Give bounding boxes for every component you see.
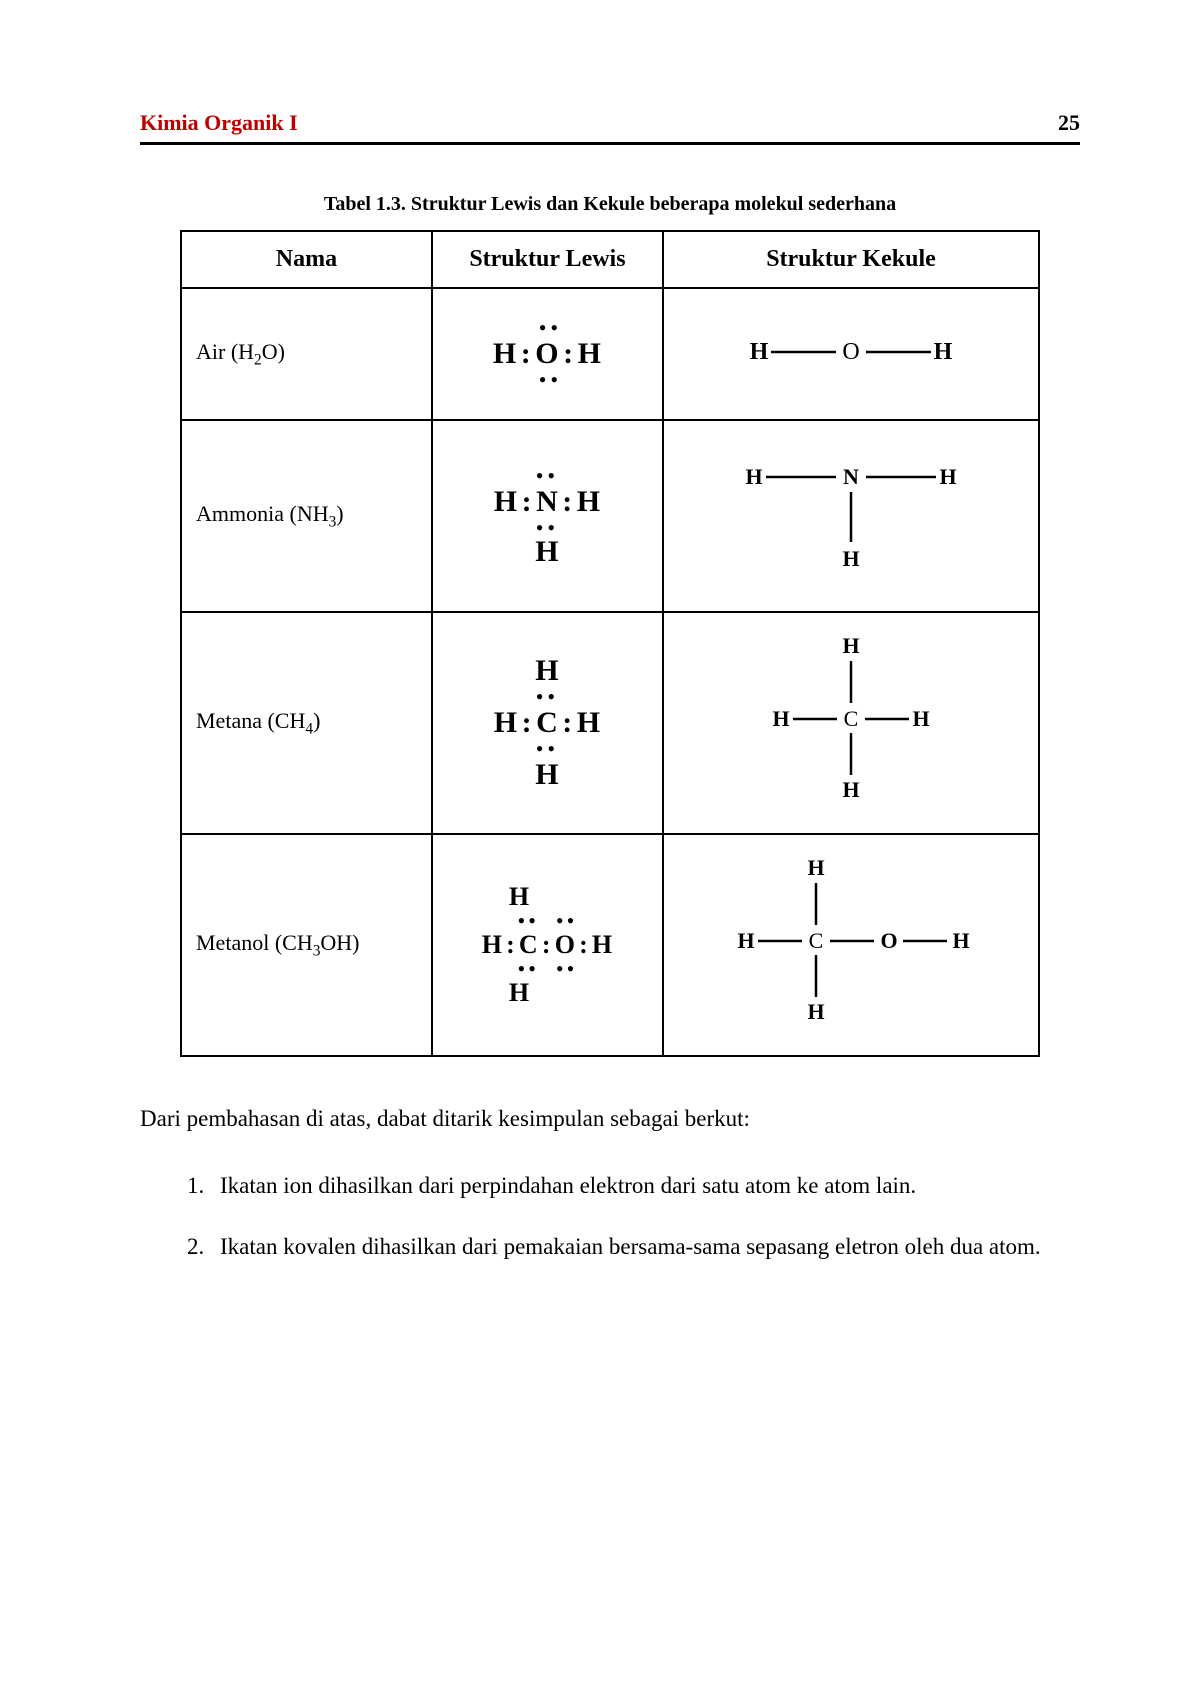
svg-text:H: H bbox=[842, 633, 859, 658]
conclusion-list: Ikatan ion dihasilkan dari perpindahan e… bbox=[170, 1164, 1080, 1269]
molecule-name: Air (H2O) bbox=[196, 339, 285, 364]
name-cell: Air (H2O) bbox=[181, 288, 432, 420]
kekule-cell: H N H H bbox=[663, 420, 1039, 612]
svg-text:H: H bbox=[807, 855, 824, 880]
kekule-ammonia: H N H H bbox=[736, 444, 966, 584]
structure-table: Nama Struktur Lewis Struktur Kekule Air … bbox=[180, 230, 1040, 1057]
svg-text:C: C bbox=[844, 706, 859, 731]
page-number: 25 bbox=[1058, 110, 1080, 136]
table-header-row: Nama Struktur Lewis Struktur Kekule bbox=[181, 231, 1039, 288]
lewis-methane: H •• H : C : H •• H bbox=[494, 656, 601, 790]
svg-text:H: H bbox=[745, 464, 762, 489]
kekule-cell: H O H bbox=[663, 288, 1039, 420]
svg-text:N: N bbox=[843, 464, 859, 489]
list-item: Ikatan kovalen dihasilkan dari pemakaian… bbox=[210, 1225, 1080, 1269]
book-title: Kimia Organik I bbox=[140, 110, 298, 136]
col-kekule: Struktur Kekule bbox=[663, 231, 1039, 288]
molecule-name: Metanol (CH3OH) bbox=[196, 930, 360, 955]
svg-text:H: H bbox=[772, 706, 789, 731]
svg-text:H: H bbox=[952, 928, 969, 953]
svg-text:H: H bbox=[939, 464, 956, 489]
molecule-name: Ammonia (NH3) bbox=[196, 501, 344, 526]
svg-text:H: H bbox=[842, 546, 859, 571]
lewis-water: •• H : O : H •• bbox=[493, 317, 602, 391]
conclusion-intro: Dari pembahasan di atas, dabat ditarik k… bbox=[140, 1097, 1080, 1141]
svg-text:C: C bbox=[809, 928, 824, 953]
svg-text:H: H bbox=[737, 928, 754, 953]
svg-text:H: H bbox=[842, 777, 859, 802]
lewis-cell: H •• •• H : C : O : H •• •• H bbox=[432, 834, 663, 1056]
lewis-ammonia: •• H : N : H •• H bbox=[494, 465, 601, 567]
kekule-cell: H H C H H bbox=[663, 612, 1039, 834]
kekule-cell: H H C O H H bbox=[663, 834, 1039, 1056]
lewis-methanol: H •• •• H : C : O : H •• •• H bbox=[482, 884, 613, 1006]
svg-text:H: H bbox=[750, 339, 769, 365]
lewis-cell: H •• H : C : H •• H bbox=[432, 612, 663, 834]
lewis-cell: •• H : O : H •• bbox=[432, 288, 663, 420]
table-row: Metanol (CH3OH) H •• •• H : C : O : H ••… bbox=[181, 834, 1039, 1056]
name-cell: Ammonia (NH3) bbox=[181, 420, 432, 612]
table-row: Air (H2O) •• H : O : H •• H O H bbox=[181, 288, 1039, 420]
molecule-name: Metana (CH4) bbox=[196, 708, 320, 733]
col-lewis: Struktur Lewis bbox=[432, 231, 663, 288]
svg-text:O: O bbox=[880, 928, 897, 953]
name-cell: Metana (CH4) bbox=[181, 612, 432, 834]
table-caption: Tabel 1.3. Struktur Lewis dan Kekule beb… bbox=[140, 193, 1080, 216]
lewis-cell: •• H : N : H •• H bbox=[432, 420, 663, 612]
kekule-water: H O H bbox=[741, 327, 961, 377]
svg-text:H: H bbox=[912, 706, 929, 731]
running-header: Kimia Organik I 25 bbox=[140, 110, 1080, 136]
table-row: Metana (CH4) H •• H : C : H •• H H bbox=[181, 612, 1039, 834]
svg-text:O: O bbox=[842, 339, 859, 365]
svg-text:H: H bbox=[807, 999, 824, 1024]
kekule-methane: H H C H H bbox=[751, 631, 951, 811]
svg-text:H: H bbox=[934, 339, 953, 365]
header-rule bbox=[140, 142, 1080, 145]
kekule-methanol: H H C O H H bbox=[721, 853, 981, 1033]
page: Kimia Organik I 25 Tabel 1.3. Struktur L… bbox=[0, 0, 1200, 1367]
name-cell: Metanol (CH3OH) bbox=[181, 834, 432, 1056]
list-item: Ikatan ion dihasilkan dari perpindahan e… bbox=[210, 1164, 1080, 1208]
col-nama: Nama bbox=[181, 231, 432, 288]
table-row: Ammonia (NH3) •• H : N : H •• H H N bbox=[181, 420, 1039, 612]
